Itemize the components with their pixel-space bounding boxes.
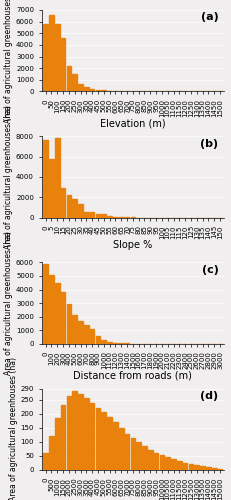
- Bar: [154, 452, 158, 470]
- Bar: [84, 212, 89, 218]
- Bar: [43, 264, 48, 344]
- Bar: [72, 200, 77, 218]
- Bar: [113, 422, 118, 470]
- Bar: [49, 274, 54, 344]
- Bar: [96, 90, 100, 92]
- Text: (a): (a): [201, 12, 219, 22]
- Bar: [107, 416, 112, 470]
- Bar: [49, 14, 54, 92]
- Bar: [165, 458, 170, 470]
- Y-axis label: Area of agricultural greenhouses (ha): Area of agricultural greenhouses (ha): [4, 105, 13, 249]
- Bar: [101, 340, 106, 344]
- Bar: [206, 467, 211, 470]
- Bar: [113, 216, 118, 218]
- Bar: [61, 292, 65, 344]
- Bar: [90, 329, 94, 344]
- Y-axis label: Area of agricultural greenhouses (ha): Area of agricultural greenhouses (ha): [4, 231, 13, 375]
- Bar: [78, 394, 83, 470]
- Bar: [61, 38, 65, 92]
- Bar: [160, 455, 164, 470]
- Bar: [218, 468, 222, 470]
- Bar: [119, 428, 124, 470]
- Bar: [72, 316, 77, 344]
- Bar: [84, 325, 89, 344]
- X-axis label: Distance from roads (m): Distance from roads (m): [73, 371, 192, 381]
- Bar: [195, 465, 199, 470]
- Bar: [90, 212, 94, 218]
- X-axis label: Slope %: Slope %: [113, 240, 152, 250]
- Bar: [101, 214, 106, 218]
- Bar: [113, 90, 118, 92]
- Bar: [107, 342, 112, 344]
- Bar: [107, 90, 112, 92]
- Text: (b): (b): [201, 138, 219, 148]
- Bar: [55, 418, 60, 470]
- Bar: [55, 282, 60, 344]
- Bar: [43, 24, 48, 92]
- Bar: [119, 217, 124, 218]
- Bar: [43, 140, 48, 218]
- Y-axis label: Area of agricultural greenhouses (ha): Area of agricultural greenhouses (ha): [9, 358, 18, 500]
- Bar: [90, 90, 94, 92]
- Bar: [107, 216, 112, 218]
- Bar: [84, 398, 89, 470]
- Bar: [136, 442, 141, 470]
- Bar: [90, 402, 94, 470]
- Bar: [55, 24, 60, 92]
- Text: (d): (d): [201, 391, 219, 401]
- Bar: [78, 204, 83, 218]
- Bar: [189, 464, 193, 470]
- Bar: [212, 468, 216, 470]
- Y-axis label: Area of agricultural greenhouses (ha): Area of agricultural greenhouses (ha): [4, 0, 13, 122]
- Bar: [67, 304, 71, 344]
- Bar: [72, 392, 77, 470]
- Bar: [78, 84, 83, 91]
- Bar: [67, 66, 71, 92]
- Bar: [171, 460, 176, 470]
- Bar: [96, 408, 100, 470]
- Bar: [131, 438, 135, 470]
- Bar: [125, 434, 129, 470]
- Bar: [96, 336, 100, 344]
- Bar: [84, 88, 89, 92]
- Bar: [183, 462, 187, 470]
- Bar: [61, 188, 65, 218]
- Bar: [43, 453, 48, 470]
- Bar: [177, 461, 182, 470]
- Bar: [78, 320, 83, 344]
- X-axis label: Elevation (m): Elevation (m): [100, 118, 166, 128]
- Bar: [101, 412, 106, 470]
- Bar: [67, 396, 71, 470]
- Bar: [49, 436, 54, 470]
- Bar: [67, 195, 71, 218]
- Bar: [200, 466, 205, 470]
- Bar: [119, 91, 124, 92]
- Bar: [119, 343, 124, 344]
- Bar: [72, 74, 77, 92]
- Bar: [148, 450, 153, 470]
- Bar: [49, 158, 54, 218]
- Bar: [142, 446, 147, 470]
- Bar: [101, 90, 106, 92]
- Bar: [55, 138, 60, 218]
- Bar: [113, 342, 118, 344]
- Bar: [61, 406, 65, 470]
- Text: (c): (c): [202, 265, 219, 275]
- Bar: [96, 214, 100, 218]
